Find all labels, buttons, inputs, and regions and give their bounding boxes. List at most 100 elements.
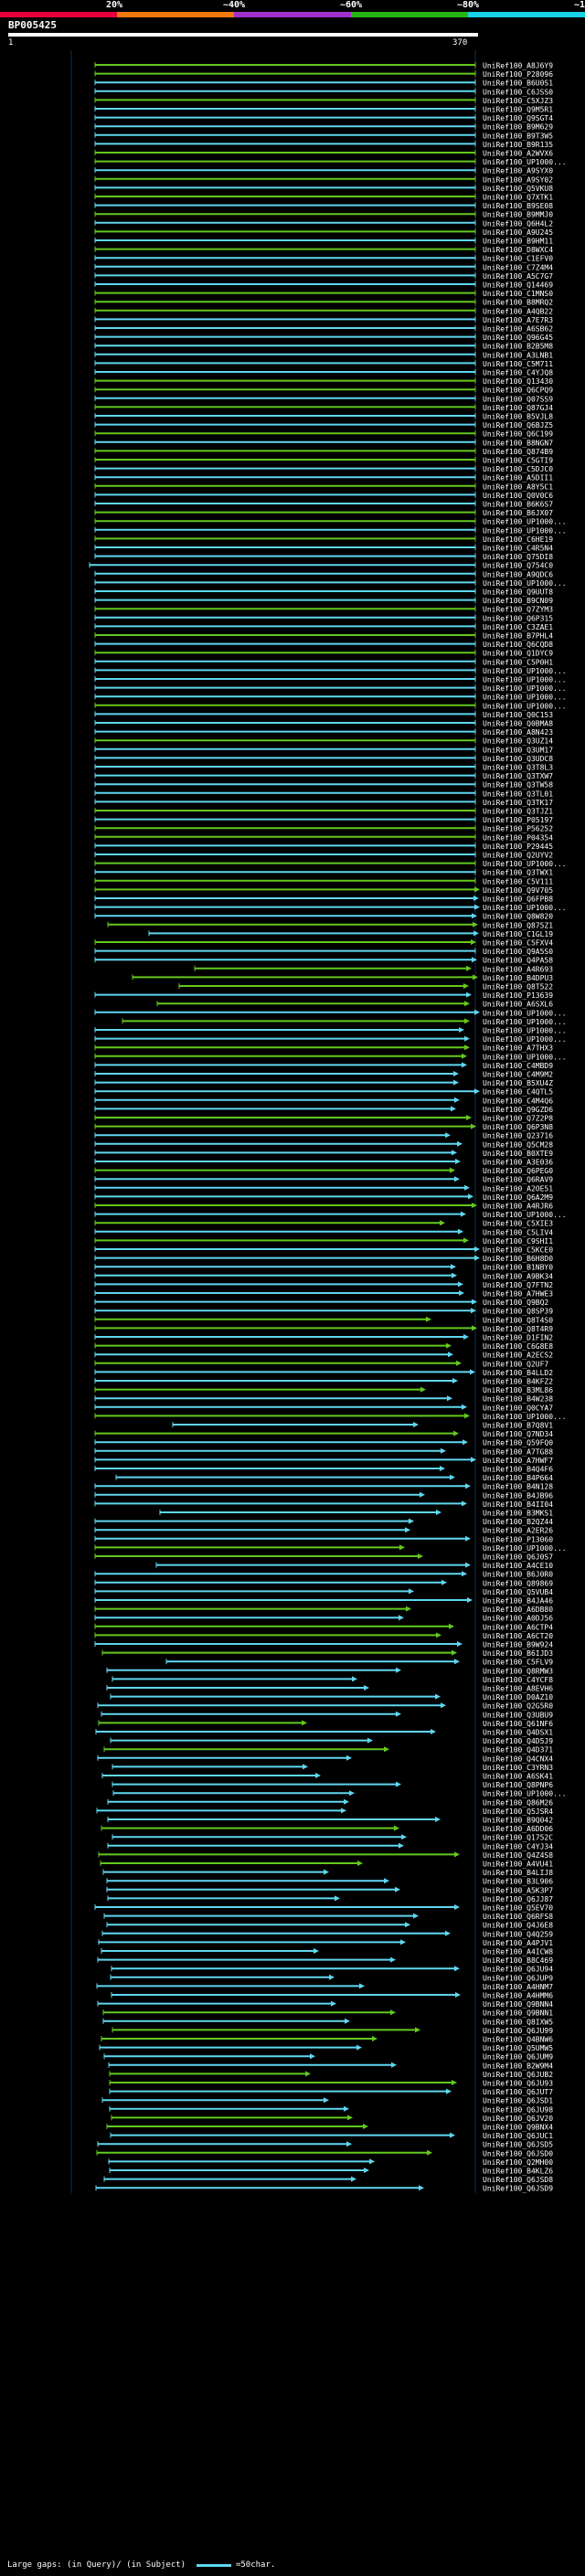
hit-row: UniRef100_Q75DI8 bbox=[94, 553, 553, 561]
hit-end-arrow bbox=[405, 1527, 410, 1533]
hit-label: UniRef100_Q1752C bbox=[483, 1834, 553, 1842]
hit-row: UniRef100_Q6JUB2 bbox=[109, 2071, 553, 2079]
hit-label: UniRef100_B4KFZ2 bbox=[483, 1378, 553, 1386]
hit-label: UniRef100_Q6JUP9 bbox=[483, 1974, 553, 1982]
hit-label: UniRef100_Q6P315 bbox=[483, 614, 553, 622]
hit-end-arrow bbox=[464, 1035, 470, 1042]
hit-end-arrow bbox=[441, 1447, 446, 1454]
hit-row: UniRef100_C3ZAE1 bbox=[94, 623, 553, 631]
hit-row: UniRef100_C5V111 bbox=[94, 877, 553, 885]
hit-label: UniRef100_Q7ZYM3 bbox=[483, 606, 553, 614]
hit-row: UniRef100_B7Q8V1 bbox=[172, 1422, 553, 1430]
hit-label: UniRef100_A4HMM6 bbox=[483, 1992, 553, 2000]
hit-label: UniRef100_B8C469 bbox=[483, 1956, 553, 1965]
hit-label: UniRef100_C3ZAE1 bbox=[483, 623, 553, 631]
hit-label: UniRef100_B5XU4Z bbox=[483, 1079, 553, 1087]
hit-row: UniRef100_Q5UMW5 bbox=[99, 2044, 553, 2052]
hit-row: UniRef100_C5FXV4 bbox=[94, 939, 553, 948]
hit-label: UniRef100_A4ICW8 bbox=[483, 1948, 553, 1956]
hit-end-arrow bbox=[445, 1132, 451, 1139]
hit-end-arrow bbox=[463, 1334, 469, 1340]
hit-label: UniRef100_B4Q4F6 bbox=[483, 1466, 553, 1474]
hit-label: UniRef100_Q6JUT7 bbox=[483, 2088, 553, 2096]
hit-row: UniRef100_Q4D5J9 bbox=[110, 1737, 553, 1745]
hit-row: UniRef100_B9M629 bbox=[94, 123, 553, 132]
hit-label: UniRef100_D8WXC4 bbox=[483, 246, 553, 254]
hit-label: UniRef100_C5XIE3 bbox=[483, 1220, 553, 1228]
hit-end-arrow bbox=[474, 1246, 480, 1252]
hit-end-arrow bbox=[346, 1754, 352, 1761]
hit-end-arrow bbox=[455, 1159, 461, 1164]
hit-end-arrow bbox=[344, 2105, 349, 2112]
hit-label: UniRef100_C4YJQ8 bbox=[483, 369, 553, 377]
hit-end-arrow bbox=[344, 1798, 349, 1805]
hit-row: UniRef100_A3E036 bbox=[94, 1159, 553, 1167]
hit-label: UniRef100_UP1000... bbox=[483, 1053, 567, 1061]
hit-end-arrow bbox=[352, 1676, 357, 1682]
hit-end-arrow bbox=[440, 1220, 445, 1226]
hit-end-arrow bbox=[364, 2168, 369, 2173]
hit-row: UniRef100_C4YJ34 bbox=[107, 1842, 553, 1850]
hit-row: UniRef100_Q0C153 bbox=[94, 711, 553, 719]
hit-row: UniRef100_UP1000... bbox=[112, 1790, 567, 1798]
hit-row: UniRef100_Q6JU98 bbox=[109, 2105, 553, 2114]
hit-label: UniRef100_C4YJ34 bbox=[483, 1842, 553, 1850]
hit-row: UniRef100_C5GTI9 bbox=[94, 457, 553, 465]
hit-label: UniRef100_C5DJC0 bbox=[483, 465, 553, 473]
hit-row: UniRef100_Q6JUP9 bbox=[110, 1974, 553, 1982]
hit-row: UniRef100_A2WVX6 bbox=[94, 150, 553, 158]
hit-label: UniRef100_A4VU41 bbox=[483, 1860, 553, 1869]
hit-end-arrow bbox=[435, 1817, 441, 1822]
hit-end-arrow bbox=[447, 1395, 452, 1402]
hit-row: UniRef100_Q86M26 bbox=[107, 1798, 553, 1807]
hit-label: UniRef100_UP1000... bbox=[483, 694, 567, 702]
hit-row: UniRef100_C5KCE0 bbox=[94, 1246, 553, 1255]
hit-end-arrow bbox=[399, 1544, 405, 1551]
hit-label: UniRef100_Q4Z4S8 bbox=[483, 1851, 553, 1860]
hit-row: UniRef100_Q6JUC1 bbox=[110, 2132, 553, 2140]
hit-row: UniRef100_B5XU4Z bbox=[94, 1079, 553, 1087]
hit-label: UniRef100_C5FLV9 bbox=[483, 1659, 553, 1667]
hit-row: UniRef100_Q7FTN2 bbox=[94, 1281, 553, 1289]
hit-label: UniRef100_Q874B9 bbox=[483, 448, 553, 456]
hit-label: UniRef100_B9CN09 bbox=[483, 597, 553, 605]
hit-row: UniRef100_Q8T4S0 bbox=[94, 1316, 553, 1324]
scale-swatch bbox=[196, 2563, 231, 2567]
hit-label: UniRef100_C4M9M2 bbox=[483, 1071, 553, 1079]
hit-end-arrow bbox=[464, 1184, 470, 1191]
hit-row: UniRef100_Q6RAV9 bbox=[94, 1176, 553, 1184]
hit-row: UniRef100_P04354 bbox=[94, 833, 553, 842]
hit-row: UniRef100_A4HMM6 bbox=[111, 1992, 553, 2000]
hit-end-arrow bbox=[474, 904, 480, 910]
hit-row: UniRef100_B4II04 bbox=[94, 1500, 553, 1509]
hit-label: UniRef100_B7PHL4 bbox=[483, 632, 553, 641]
hit-end-arrow bbox=[390, 2009, 396, 2016]
hit-end-arrow bbox=[474, 1088, 480, 1095]
hit-row: UniRef100_Q8RMW3 bbox=[106, 1667, 553, 1675]
hit-label: UniRef100_UP1000... bbox=[483, 702, 567, 710]
hit-label: UniRef100_C5FXV4 bbox=[483, 939, 553, 948]
hit-row: UniRef100_Q9SGT4 bbox=[94, 114, 553, 122]
hit-label: UniRef100_Q2MH00 bbox=[483, 2158, 553, 2167]
hit-label: UniRef100_Q3T8L3 bbox=[483, 764, 553, 772]
hit-label: UniRef100_C4QTL5 bbox=[483, 1088, 553, 1097]
hit-end-arrow bbox=[363, 2124, 368, 2129]
hit-row: UniRef100_Q3T8L3 bbox=[94, 764, 553, 772]
hit-end-arrow bbox=[471, 939, 476, 945]
hit-end-arrow bbox=[396, 1781, 401, 1787]
hit-row: UniRef100_Q6J0S7 bbox=[94, 1553, 553, 1562]
hit-row: UniRef100_Q6PEG0 bbox=[94, 1167, 553, 1175]
hit-end-arrow bbox=[303, 1764, 308, 1770]
hit-row: UniRef100_UP1000... bbox=[94, 684, 567, 693]
hit-row: UniRef100_B5VJL8 bbox=[94, 413, 553, 421]
hit-row: UniRef100_A4CE10 bbox=[155, 1562, 553, 1570]
hit-end-arrow bbox=[390, 1956, 396, 1963]
hit-label: UniRef100_Q8T522 bbox=[483, 983, 553, 991]
hit-label: UniRef100_C5M711 bbox=[483, 360, 553, 368]
hit-label: UniRef100_B9W924 bbox=[483, 1641, 553, 1649]
hit-label: UniRef100_A4RJR6 bbox=[483, 1203, 553, 1211]
hit-label: UniRef100_Q8SP39 bbox=[483, 1308, 553, 1316]
hit-row: UniRef100_B9HM11 bbox=[94, 238, 553, 246]
hit-end-arrow bbox=[431, 1729, 436, 1734]
hit-row: UniRef100_B4LLD2 bbox=[94, 1369, 553, 1377]
